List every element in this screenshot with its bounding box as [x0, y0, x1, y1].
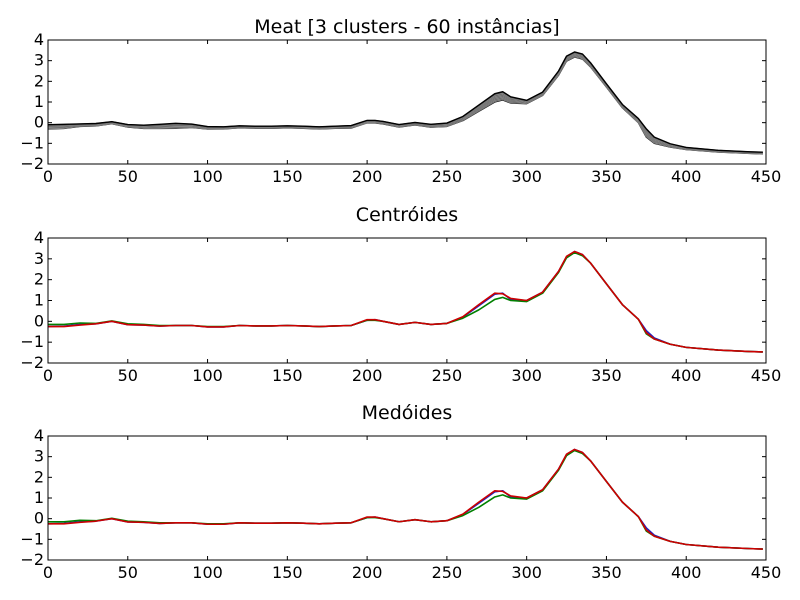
- x-tick-label: 50: [118, 167, 138, 186]
- series-line-2: [48, 449, 763, 550]
- x-tick-label: 0: [43, 366, 53, 385]
- chart-title: Centróides: [356, 204, 458, 226]
- x-tick-label: 100: [192, 563, 223, 582]
- x-tick-label: 350: [591, 366, 622, 385]
- x-tick-label: 350: [591, 167, 622, 186]
- axes-frame: [47, 435, 767, 561]
- axes-frame: [47, 39, 767, 165]
- y-tick-label: −1: [20, 133, 44, 152]
- y-tick-label: 1: [34, 291, 44, 310]
- x-tick-label: 0: [43, 167, 53, 186]
- chart-title: Medóides: [362, 402, 453, 424]
- x-tick-label: 150: [272, 366, 303, 385]
- y-tick-label: −1: [20, 529, 44, 548]
- y-tick-label: −1: [20, 332, 44, 351]
- x-tick-label: 350: [591, 563, 622, 582]
- series-line-3: [48, 250, 763, 353]
- chart-title: Meat [3 clusters - 60 instâncias]: [254, 16, 559, 38]
- y-tick-label: 4: [34, 228, 44, 247]
- x-tick-label: 450: [751, 366, 782, 385]
- panel-centroids: Centróides 0 50 100 150 200 250 300 350 400 450 −2…: [20, 204, 781, 385]
- plot-area: [48, 51, 763, 155]
- y-tick-label: 2: [34, 270, 44, 289]
- y-tick-label: 3: [34, 447, 44, 466]
- x-tick-label: 250: [432, 366, 463, 385]
- x-tick-label: 150: [272, 563, 303, 582]
- x-tick-label: 300: [511, 563, 542, 582]
- plot-area: [48, 250, 763, 353]
- series-line-1: [48, 448, 763, 550]
- panel-medoids: Medóides 0 50 100 150 200 250 300 350 400 450 −2 −1…: [20, 402, 781, 582]
- axes-frame: [47, 237, 767, 364]
- y-tick-label: 3: [34, 249, 44, 268]
- series-line-2: [48, 251, 763, 353]
- y-tick-label: 1: [34, 488, 44, 507]
- x-tick-label: 200: [352, 167, 383, 186]
- y-tick-label: 0: [34, 509, 44, 528]
- x-tick-label: 50: [118, 563, 138, 582]
- y-tick-label: 0: [34, 113, 44, 132]
- x-tick-label: 250: [432, 563, 463, 582]
- instance-line: [48, 51, 763, 153]
- x-tick-label: 400: [671, 167, 702, 186]
- x-tick-label: 400: [671, 366, 702, 385]
- x-tick-label: 450: [751, 167, 782, 186]
- x-tick-label: 50: [118, 366, 138, 385]
- x-tick-label: 150: [272, 167, 303, 186]
- y-tick-label: 4: [34, 30, 44, 49]
- x-tick-label: 200: [352, 366, 383, 385]
- x-tick-label: 300: [511, 167, 542, 186]
- x-tick-label: 450: [751, 563, 782, 582]
- y-tick-label: 4: [34, 426, 44, 445]
- series-line-1: [48, 250, 763, 353]
- x-tick-label: 250: [432, 167, 463, 186]
- y-tick-label: 3: [34, 51, 44, 70]
- x-tick-label: 200: [352, 563, 383, 582]
- panel-instances: Meat [3 clusters - 60 instâncias] 0 50 100…: [20, 16, 781, 186]
- y-tick-label: 2: [34, 467, 44, 486]
- y-tick-label: −2: [20, 550, 44, 569]
- plot-area: [48, 448, 763, 550]
- x-tick-label: 400: [671, 563, 702, 582]
- y-tick-label: −2: [20, 353, 44, 372]
- series-line-3: [48, 448, 763, 550]
- y-tick-label: 0: [34, 311, 44, 330]
- x-tick-label: 0: [43, 563, 53, 582]
- y-tick-label: −2: [20, 154, 44, 173]
- y-tick-label: 1: [34, 92, 44, 111]
- x-tick-label: 100: [192, 167, 223, 186]
- x-tick-label: 300: [511, 366, 542, 385]
- x-tick-label: 100: [192, 366, 223, 385]
- y-tick-label: 2: [34, 71, 44, 90]
